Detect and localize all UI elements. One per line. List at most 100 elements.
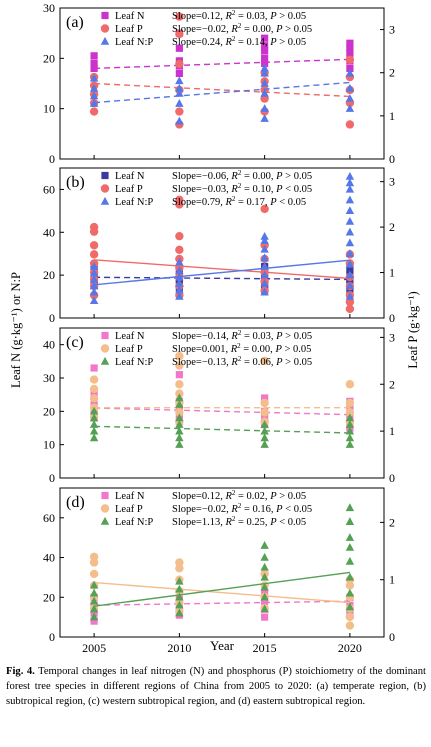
data-point — [346, 265, 354, 273]
data-point — [345, 171, 355, 180]
data-point — [345, 216, 355, 225]
legend-marker — [101, 171, 109, 180]
panel-b: 0 20 40 60 0 1 2 3 (b) Leaf N Slope=−0.06, R2 = 0.… — [43, 167, 395, 325]
data-point — [260, 592, 269, 601]
data-point — [345, 572, 355, 581]
trend-line — [94, 276, 350, 281]
y-tick-label-left: 20 — [43, 268, 55, 282]
data-point — [345, 195, 355, 204]
legend-entry: Leaf N:P Slope=1.13, R2 = 0.25, P < 0.05 — [100, 515, 306, 528]
data-point — [89, 604, 99, 613]
data-point — [89, 99, 99, 107]
data-point — [345, 184, 355, 193]
caption-label: Fig. 4. — [6, 666, 35, 677]
legend-stat: Slope=0.12, R2 = 0.02, P > 0.05 — [172, 489, 306, 502]
data-point — [260, 270, 269, 279]
data-point — [175, 44, 183, 52]
data-point — [175, 592, 184, 601]
legend-marker — [100, 344, 110, 353]
data-point — [260, 420, 269, 428]
y-tick-label-left: 0 — [49, 152, 55, 166]
y-tick-label-left: 0 — [49, 471, 55, 485]
data-point — [346, 49, 354, 57]
y-tick-label-right: 1 — [389, 573, 395, 587]
data-point — [260, 398, 269, 408]
panel-a: 0 10 20 30 0 1 2 3 (a) Leaf N Slope=0.12, R2 = 0.0… — [43, 1, 395, 166]
data-point — [346, 39, 354, 47]
data-point — [260, 287, 269, 296]
legend-marker — [100, 516, 110, 525]
data-point — [345, 503, 355, 512]
legend-marker — [101, 491, 109, 500]
data-point — [260, 572, 269, 581]
legend-label: Leaf N:P — [115, 37, 153, 48]
legend-label: Leaf N:P — [115, 517, 153, 528]
data-point — [345, 238, 355, 247]
legend-entry: Leaf P Slope=−0.03, R2 = 0.10, P < 0.05 — [100, 182, 312, 195]
data-point — [345, 227, 355, 236]
data-point — [175, 12, 184, 21]
data-point — [175, 433, 184, 442]
legend-label: Leaf N — [115, 331, 145, 342]
data-point — [175, 584, 184, 593]
series-leaf-p — [89, 195, 355, 314]
data-point — [89, 413, 99, 422]
data-point — [89, 241, 99, 250]
y-tick-label-left: 20 — [43, 404, 55, 418]
y-axis-label-right: Leaf P (g·kg⁻¹) — [406, 291, 420, 368]
trend-line — [94, 259, 350, 286]
data-point — [345, 556, 355, 565]
data-point — [345, 533, 355, 541]
y-tick-label-right: 3 — [389, 23, 395, 37]
y-tick-label-right: 1 — [389, 109, 395, 123]
data-point — [175, 291, 184, 300]
data-point — [89, 394, 99, 403]
y-tick-label-left: 10 — [43, 102, 55, 116]
y-tick-label-left: 0 — [49, 630, 55, 644]
data-point — [345, 413, 355, 422]
y-tick-label-right: 2 — [389, 515, 395, 529]
data-point — [175, 279, 184, 287]
data-point — [260, 356, 269, 366]
legend-marker — [101, 11, 109, 20]
panel-label: (d) — [66, 494, 85, 511]
series-leaf-n — [90, 262, 354, 294]
x-axis-label: Year — [210, 638, 235, 653]
trend-line — [94, 82, 350, 98]
data-point — [260, 582, 269, 591]
data-point — [260, 236, 269, 245]
legend-entry: Leaf N Slope=0.12, R2 = 0.03, P > 0.05 — [101, 9, 306, 22]
y-tick-label-left: 0 — [49, 311, 55, 325]
data-point — [261, 597, 269, 605]
data-point — [175, 116, 184, 125]
plot-frame — [59, 327, 385, 479]
data-point — [345, 178, 355, 187]
data-point — [89, 268, 99, 277]
data-point — [89, 612, 99, 621]
data-point — [89, 426, 99, 435]
data-point — [89, 384, 99, 394]
legend-entry: Leaf P Slope=−0.02, R2 = 0.00, P > 0.05 — [100, 22, 312, 35]
y-tick-label-right: 0 — [389, 630, 395, 644]
data-point — [89, 91, 99, 100]
data-point — [260, 408, 269, 417]
y-tick-label-right: 3 — [389, 175, 395, 189]
y-tick-label-right: 2 — [389, 220, 395, 234]
legend-entry: Leaf N:P Slope=0.79, R2 = 0.17, P < 0.05 — [100, 195, 306, 208]
data-point — [260, 78, 269, 87]
data-point — [345, 68, 355, 77]
data-point — [175, 107, 184, 116]
legend-label: Leaf N — [115, 491, 145, 502]
data-point — [260, 114, 269, 122]
data-point — [260, 253, 269, 262]
data-point — [345, 602, 355, 611]
data-point — [260, 440, 269, 448]
data-point — [345, 304, 355, 314]
data-point — [345, 440, 355, 448]
legend-stat: Slope=0.24, R2 = 0.14, P > 0.05 — [172, 35, 306, 48]
y-tick-label-right: 0 — [389, 311, 395, 325]
panel-d: 0 20 40 60 0 1 2 (d) Leaf N Slope=0.12, R2 = 0.02… — [43, 487, 395, 644]
panel-label: (c) — [66, 334, 84, 351]
